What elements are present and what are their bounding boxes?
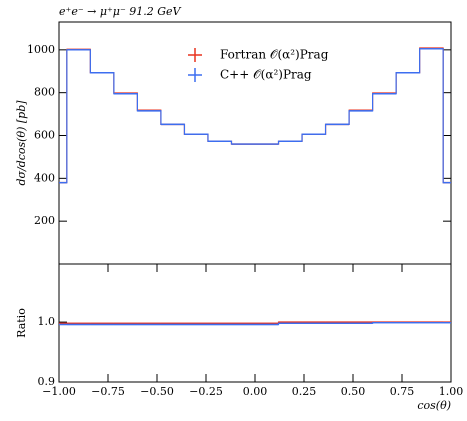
histogram-connector bbox=[59, 322, 451, 326]
x-tick-label: 1.00 bbox=[439, 385, 464, 398]
ratio-axis-label: Ratio bbox=[15, 308, 28, 338]
x-tick-label: 0.00 bbox=[243, 385, 268, 398]
y-tick-label: 800 bbox=[34, 86, 55, 99]
histogram-connector bbox=[59, 48, 451, 184]
legend-label: Fortran 𝒪(α²)Prag bbox=[220, 48, 329, 62]
y-tick-label: 0.9 bbox=[38, 375, 56, 388]
x-tick-label: −0.25 bbox=[189, 385, 223, 398]
x-axis-label: cos(θ) bbox=[417, 399, 451, 412]
y-tick-label: 1000 bbox=[27, 43, 55, 56]
y-tick-label: 400 bbox=[34, 171, 55, 184]
y-tick-label: 1.0 bbox=[38, 315, 56, 328]
chart-title: e⁺e⁻ → μ⁺μ⁻ 91.2 GeV bbox=[59, 5, 182, 18]
y-tick-label: 600 bbox=[34, 129, 55, 142]
legend-label: C++ 𝒪(α²)Prag bbox=[220, 68, 312, 82]
y-axis-label: dσ/dcos(θ) [pb] bbox=[15, 100, 28, 186]
x-tick-label: 0.75 bbox=[390, 385, 415, 398]
x-tick-label: 0.50 bbox=[341, 385, 366, 398]
x-tick-label: −0.50 bbox=[140, 385, 174, 398]
x-tick-label: 0.25 bbox=[292, 385, 317, 398]
x-tick-label: −0.75 bbox=[91, 385, 125, 398]
x-tick-label: −1.00 bbox=[42, 385, 76, 398]
y-tick-label: 200 bbox=[34, 214, 55, 227]
